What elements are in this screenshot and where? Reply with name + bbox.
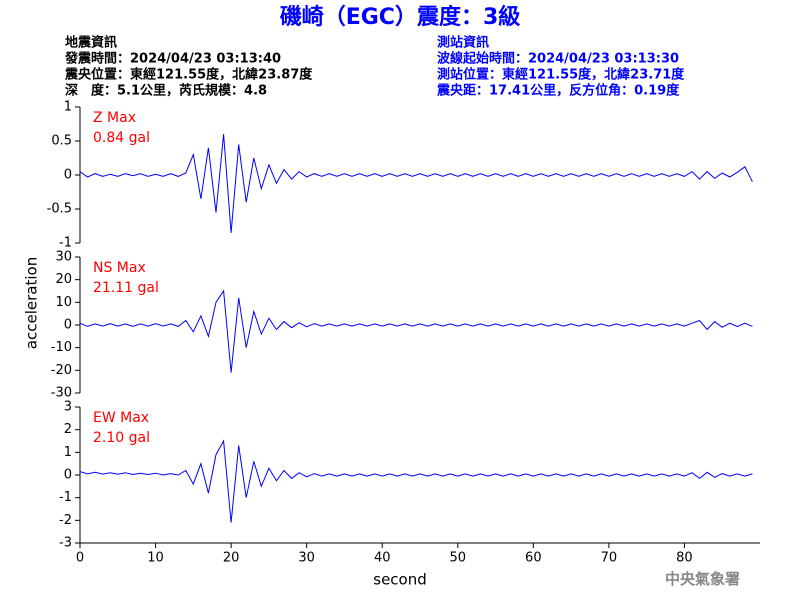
x-tick-label: 30 bbox=[298, 551, 315, 566]
title: 磯崎（EGC）震度：3級 bbox=[280, 4, 521, 30]
station-info: 震央距：17.41公里，反方位角：0.19度 bbox=[436, 83, 680, 99]
y-tick-label: 0.5 bbox=[51, 134, 72, 149]
x-tick-label: 80 bbox=[676, 551, 693, 566]
station-info: 測站位置：東經121.55度，北緯23.71度 bbox=[437, 67, 685, 83]
y-tick-label: -1 bbox=[59, 490, 72, 505]
station-info: 波線起始時間：2024/04/23 03:13:30 bbox=[437, 51, 679, 67]
footer: 中央氣象署 bbox=[665, 570, 740, 588]
x-tick-label: 60 bbox=[525, 551, 542, 566]
left-heading: 地震資訊 bbox=[65, 35, 117, 51]
right-heading: 測站資訊 bbox=[437, 35, 489, 51]
y-tick-label: 20 bbox=[55, 272, 72, 287]
component-name: NS Max bbox=[93, 260, 146, 276]
component-max: 2.10 gal bbox=[93, 430, 150, 446]
y-tick-label: -2 bbox=[59, 513, 72, 528]
y-tick-label: 10 bbox=[55, 295, 72, 310]
x-tick-label: 0 bbox=[76, 551, 84, 566]
waveform bbox=[79, 134, 753, 233]
component-max: 0.84 gal bbox=[93, 130, 150, 146]
y-tick-label: 1 bbox=[64, 445, 72, 460]
y-tick-label: 0 bbox=[64, 168, 72, 183]
y-tick-label: 0 bbox=[64, 318, 72, 333]
waveform bbox=[79, 289, 753, 373]
y-tick-label: 3 bbox=[64, 400, 72, 415]
y-tick-label: -3 bbox=[59, 536, 72, 551]
y-tick-label: 30 bbox=[55, 250, 72, 265]
event-info: 深 度：5.1公里，芮氏規模：4.8 bbox=[65, 83, 267, 99]
x-tick-label: 70 bbox=[601, 551, 618, 566]
y-tick-label: -1 bbox=[59, 236, 72, 251]
y-tick-label: 2 bbox=[64, 422, 72, 437]
component-max: 21.11 gal bbox=[93, 280, 159, 296]
y-axis-label: acceleration bbox=[23, 257, 41, 349]
y-tick-label: -10 bbox=[51, 340, 72, 355]
x-axis-label: second bbox=[373, 571, 427, 589]
waveform bbox=[79, 439, 753, 523]
y-tick-label: -0.5 bbox=[47, 202, 72, 217]
event-info: 發震時間：2024/04/23 03:13:40 bbox=[64, 51, 281, 67]
x-tick-label: 50 bbox=[450, 551, 467, 566]
x-tick-label: 10 bbox=[147, 551, 164, 566]
x-tick-label: 20 bbox=[223, 551, 240, 566]
y-tick-label: 0 bbox=[64, 468, 72, 483]
y-tick-label: 1 bbox=[64, 100, 72, 115]
y-tick-label: -20 bbox=[51, 363, 72, 378]
component-name: EW Max bbox=[93, 410, 149, 426]
x-tick-label: 40 bbox=[374, 551, 391, 566]
event-info: 震央位置：東經121.55度，北緯23.87度 bbox=[64, 67, 313, 83]
y-tick-label: -30 bbox=[51, 386, 72, 401]
component-name: Z Max bbox=[93, 110, 136, 126]
